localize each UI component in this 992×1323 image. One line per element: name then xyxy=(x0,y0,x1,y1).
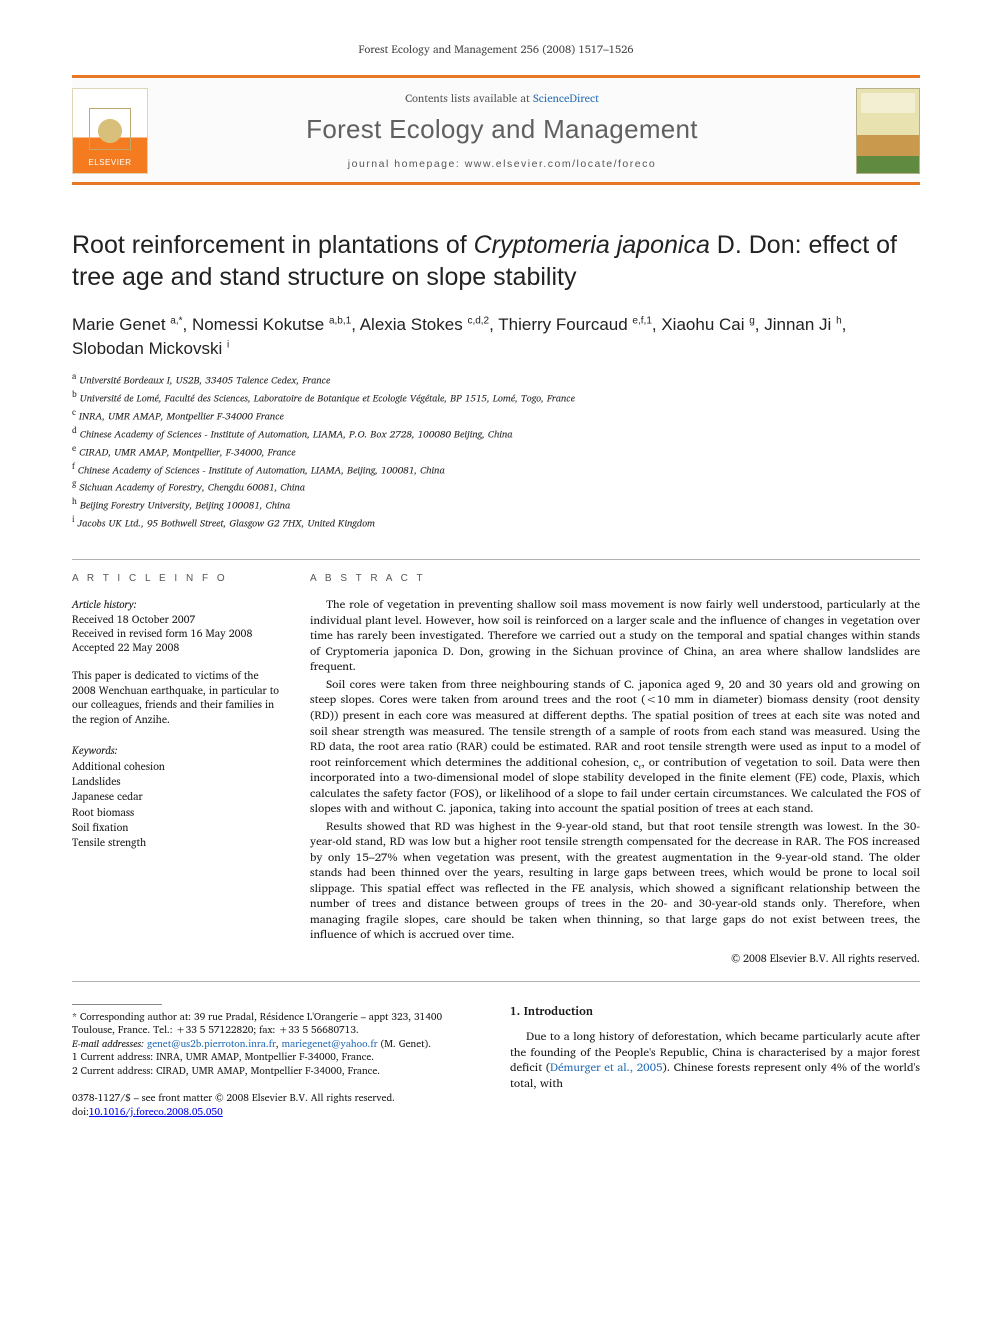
keyword: Tensile strength xyxy=(72,835,282,850)
history-line: Accepted 22 May 2008 xyxy=(72,640,282,654)
abstract-paragraph: The role of vegetation in preventing sha… xyxy=(310,597,920,675)
dedication: This paper is dedicated to victims of th… xyxy=(72,668,282,727)
contents-line: Contents lists available at ScienceDirec… xyxy=(164,91,840,106)
footnotes: * Corresponding author at: 39 rue Pradal… xyxy=(72,1004,482,1079)
citation-link[interactable]: Démurger et al., 2005 xyxy=(550,1058,663,1077)
introduction-paragraph: Due to a long history of deforestation, … xyxy=(510,1029,920,1091)
abstract-paragraph: Soil cores were taken from three neighbo… xyxy=(310,677,920,817)
publisher-name: ELSEVIER xyxy=(88,158,131,169)
journal-cover-thumb xyxy=(856,88,920,174)
homepage-prefix: journal homepage: xyxy=(348,158,465,170)
homepage-url: www.elsevier.com/locate/foreco xyxy=(465,158,656,170)
affiliation-line: h Beijing Forestry University, Beijing 1… xyxy=(72,495,920,513)
article-title: Root reinforcement in plantations of Cry… xyxy=(72,229,920,293)
running-head: Forest Ecology and Management 256 (2008)… xyxy=(72,42,920,57)
journal-homepage-line: journal homepage: www.elsevier.com/locat… xyxy=(164,157,840,171)
email-tail: (M. Genet). xyxy=(378,1036,432,1052)
doi-link[interactable]: 10.1016/j.foreco.2008.05.050 xyxy=(89,1104,223,1120)
current-address-2: 2 Current address: CIRAD, UMR AMAP, Mont… xyxy=(72,1065,482,1079)
affiliation-line: d Chinese Academy of Sciences - Institut… xyxy=(72,424,920,442)
masthead: ELSEVIER Contents lists available at Sci… xyxy=(72,75,920,185)
introduction-head: 1. Introduction xyxy=(510,1004,920,1020)
abstract-paragraph: Results showed that RD was highest in th… xyxy=(310,819,920,943)
footnote-rule xyxy=(72,1004,162,1005)
journal-title: Forest Ecology and Management xyxy=(164,112,840,147)
article-history: Received 18 October 2007Received in revi… xyxy=(72,612,282,655)
affiliation-line: a Université Bordeaux I, US2B, 33405 Tal… xyxy=(72,370,920,388)
affiliation-line: i Jacobs UK Ltd., 95 Bothwell Street, Gl… xyxy=(72,513,920,531)
title-part-a: Root reinforcement in plantations of xyxy=(72,231,474,259)
affiliation-line: f Chinese Academy of Sciences - Institut… xyxy=(72,460,920,478)
affiliation-line: b Université de Lomé, Faculté des Scienc… xyxy=(72,388,920,406)
affiliation-line: g Sichuan Academy of Forestry, Chengdu 6… xyxy=(72,477,920,495)
keywords-list: Additional cohesionLandslidesJapanese ce… xyxy=(72,759,282,850)
abstract-head: A B S T R A C T xyxy=(310,572,920,586)
corresponding-author-note: * Corresponding author at: 39 rue Pradal… xyxy=(72,1011,482,1038)
article-info-head: A R T I C L E I N F O xyxy=(72,572,282,586)
doi-line: doi:10.1016/j.foreco.2008.05.050 xyxy=(72,1106,482,1120)
abstract: The role of vegetation in preventing sha… xyxy=(310,597,920,942)
lower-rule xyxy=(72,981,920,982)
doi-label: doi: xyxy=(72,1104,89,1120)
abstract-copyright: © 2008 Elsevier B.V. All rights reserved… xyxy=(310,951,920,965)
contents-prefix: Contents lists available at xyxy=(405,89,533,107)
affiliation-line: e CIRAD, UMR AMAP, Montpellier, F-34000,… xyxy=(72,442,920,460)
elsevier-logo: ELSEVIER xyxy=(72,88,148,174)
author-list: Marie Genet a,*, Nomessi Kokutse a,b,1, … xyxy=(72,313,920,361)
sciencedirect-link[interactable]: ScienceDirect xyxy=(533,89,599,107)
keywords-label: Keywords: xyxy=(72,743,282,757)
affiliations: a Université Bordeaux I, US2B, 33405 Tal… xyxy=(72,370,920,530)
affiliation-line: c INRA, UMR AMAP, Montpellier F-34000 Fr… xyxy=(72,406,920,424)
title-species-italic: Cryptomeria japonica xyxy=(474,231,710,259)
section-rule xyxy=(72,559,920,560)
